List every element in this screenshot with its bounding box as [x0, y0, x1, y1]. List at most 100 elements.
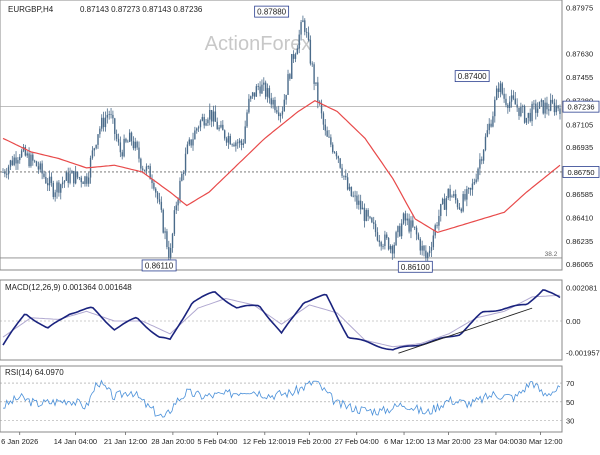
candle-body	[367, 210, 369, 217]
candle-body	[225, 138, 228, 143]
candle-body	[266, 88, 269, 97]
candle-body	[45, 176, 47, 184]
candle-body	[235, 142, 237, 147]
candle-body	[477, 168, 479, 180]
candle-body	[309, 39, 312, 64]
candle-body	[553, 102, 556, 113]
candle-body	[112, 114, 114, 119]
candle-body	[164, 231, 166, 233]
candle-body	[386, 234, 388, 238]
candle-body	[512, 95, 515, 99]
candle-body	[399, 226, 401, 237]
time-tick-label: 21 Jan 12:00	[104, 437, 147, 446]
candle-body	[194, 130, 196, 140]
candle-body	[222, 124, 224, 131]
candle-body	[242, 143, 245, 146]
candle-body	[382, 246, 384, 247]
candle-body	[397, 226, 399, 233]
time-tick-label: 13 Mar 20:00	[426, 437, 470, 446]
candle-body	[475, 179, 477, 183]
candle-body	[50, 176, 53, 183]
time-tick-label: 12 Feb 12:00	[243, 437, 287, 446]
candle-body	[281, 111, 284, 115]
candle-body	[348, 186, 351, 190]
candle-body	[20, 150, 23, 157]
candle-body	[101, 117, 103, 129]
moving-average-line	[2, 100, 561, 234]
candle-body	[270, 98, 272, 105]
candle-body	[354, 195, 356, 197]
candle-body	[356, 195, 358, 205]
level-tag-box	[562, 166, 600, 178]
candle-body	[548, 109, 550, 111]
candle-body	[125, 138, 127, 142]
candle-body	[419, 239, 421, 251]
candle-body	[428, 250, 431, 254]
candle-body	[173, 210, 176, 234]
candle-body	[393, 245, 395, 254]
candle-body	[412, 220, 414, 227]
candle-body	[415, 227, 418, 235]
candle-body	[332, 144, 334, 153]
candle-body	[501, 83, 503, 94]
candle-body	[302, 20, 304, 23]
candle-body	[292, 54, 295, 59]
candle-body	[231, 144, 233, 146]
candle-body	[287, 74, 289, 95]
time-tick-label: 6 Jan 2026	[1, 437, 38, 446]
candle-body	[82, 182, 84, 184]
candle-body	[525, 117, 528, 123]
y-tick-label: 0.87630	[566, 50, 593, 59]
candle-body	[259, 86, 261, 94]
price-y-axis: 0.879750.876300.874550.872800.871050.869…	[545, 3, 600, 269]
candle-body	[373, 222, 375, 224]
candle-body	[296, 48, 299, 55]
candle-body	[93, 148, 95, 151]
candle-body	[30, 154, 32, 167]
rsi-panel: RSI(14) 64.0970 70 50 30	[0, 365, 574, 433]
candle-body	[555, 105, 557, 113]
candle-body	[33, 160, 36, 162]
time-tick-label: 5 Feb 04:00	[197, 437, 237, 446]
candle-body	[177, 199, 179, 206]
candle-body	[454, 194, 457, 200]
candle-body	[166, 231, 168, 248]
candle-body	[134, 141, 136, 149]
candle-body	[196, 128, 198, 131]
candle-body	[17, 160, 19, 164]
candle-body	[119, 142, 122, 153]
macd-label: MACD(12,26,9) 0.001364 0.001648	[5, 283, 132, 292]
candle-body	[499, 83, 502, 93]
candle-body	[540, 100, 543, 102]
macd-tick-label: 0.00	[566, 317, 581, 326]
candle-body	[462, 194, 464, 212]
candle-body	[337, 156, 340, 159]
candle-body	[13, 157, 15, 165]
candle-body	[227, 136, 230, 143]
candle-body	[255, 86, 258, 97]
candle-body	[179, 180, 181, 200]
candle-body	[56, 182, 58, 193]
candle-body	[404, 213, 407, 221]
candle-body	[86, 176, 88, 184]
candle-body	[283, 99, 285, 112]
macd-panel-frame	[0, 279, 563, 361]
candle-body	[84, 176, 86, 184]
candle-body	[533, 103, 535, 105]
price-tag: 0.87236	[567, 103, 594, 112]
candle-body	[326, 130, 328, 137]
candle-body	[341, 167, 343, 176]
annotation-box	[454, 70, 490, 83]
candle-body	[114, 118, 116, 134]
candle-body	[365, 210, 367, 221]
candle-body	[315, 82, 317, 84]
candle-body	[441, 198, 444, 205]
candle-body	[212, 111, 215, 122]
candle-body	[155, 188, 157, 193]
macd-tick-label: -0.001957	[566, 348, 600, 357]
candle-body	[80, 177, 82, 183]
candle-body	[490, 123, 492, 127]
candle-body	[425, 250, 427, 259]
macd-tick-label: 0.002081	[566, 284, 597, 293]
candle-body	[97, 134, 99, 145]
